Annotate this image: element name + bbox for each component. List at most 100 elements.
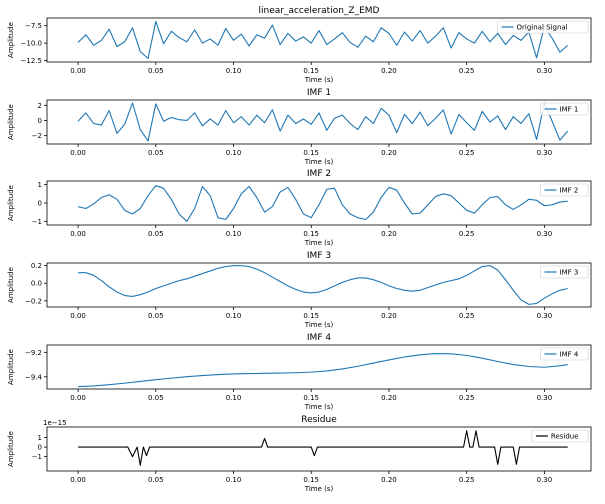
y-axis-label: Amplitude bbox=[7, 267, 15, 303]
panel-6: Residue 0.00 0.05 0.10 0.15 0.20 0.25 0.30 −10 11… bbox=[7, 415, 592, 493]
x-tick-label: 0.30 bbox=[537, 476, 553, 484]
x-tick-label: 0.20 bbox=[381, 230, 397, 238]
y-axis-label: Amplitude bbox=[7, 104, 15, 140]
panel-title: IMF 2 bbox=[307, 169, 331, 179]
panel-title: linear_acceleration_Z_EMD bbox=[259, 6, 380, 16]
legend: IMF 4 bbox=[540, 347, 589, 361]
x-tick-label: 0.15 bbox=[303, 67, 319, 75]
legend-box bbox=[540, 102, 589, 116]
axes-frame bbox=[46, 180, 592, 226]
legend: Residue bbox=[531, 429, 589, 443]
y-tick-label: 0 bbox=[38, 117, 42, 125]
series-line bbox=[77, 185, 568, 222]
panel-title: Residue bbox=[301, 415, 337, 425]
y-tick-label: 0.0 bbox=[31, 280, 42, 288]
y-offset-text: 1e−15 bbox=[43, 419, 67, 427]
x-tick-label: 0.25 bbox=[459, 230, 475, 238]
y-tick-label: 0 bbox=[38, 200, 42, 208]
legend: IMF 2 bbox=[540, 183, 589, 197]
y-tick-label: −12.5 bbox=[21, 57, 42, 65]
y-tick-label: −0.2 bbox=[25, 297, 42, 305]
y-tick-label: 1 bbox=[38, 181, 42, 189]
x-tick-label: 0.10 bbox=[226, 149, 242, 157]
x-tick-label: 0.20 bbox=[381, 476, 397, 484]
x-tick-label: 0.15 bbox=[303, 394, 319, 402]
legend-box bbox=[540, 265, 589, 279]
axes-frame bbox=[46, 17, 592, 63]
x-tick-label: 0.15 bbox=[303, 230, 319, 238]
y-tick-label: −9.2 bbox=[25, 349, 42, 357]
legend-box bbox=[497, 20, 589, 34]
x-tick-label: 0.10 bbox=[226, 394, 242, 402]
y-tick-label: 1 bbox=[38, 434, 42, 442]
x-tick-label: 0.15 bbox=[303, 476, 319, 484]
x-tick-label: 0.00 bbox=[70, 476, 86, 484]
x-tick-label: 0.25 bbox=[459, 394, 475, 402]
panel-1: linear_acceleration_Z_EMD 0.00 0.05 0.10 0.1… bbox=[7, 6, 592, 84]
x-tick-label: 0.00 bbox=[70, 149, 86, 157]
x-tick-label: 0.05 bbox=[148, 312, 164, 320]
y-tick-label: −10.0 bbox=[21, 40, 42, 48]
y-tick-label: −1 bbox=[32, 453, 42, 461]
series-line bbox=[78, 353, 568, 388]
x-tick-label: 0.30 bbox=[537, 230, 553, 238]
legend: IMF 3 bbox=[540, 265, 589, 279]
x-tick-label: 0.15 bbox=[303, 312, 319, 320]
x-axis-label: Time (s) bbox=[304, 158, 334, 166]
x-tick-label: 0.25 bbox=[459, 149, 475, 157]
x-tick-label: 0.20 bbox=[381, 394, 397, 402]
x-tick-label: 0.10 bbox=[226, 230, 242, 238]
legend-box bbox=[540, 183, 589, 197]
axes-frame bbox=[46, 344, 592, 390]
legend-label: Residue bbox=[551, 433, 579, 441]
y-tick-label: −9.4 bbox=[25, 373, 43, 381]
x-tick-label: 0.00 bbox=[70, 394, 86, 402]
y-axis-label: Amplitude bbox=[7, 349, 15, 385]
x-tick-label: 0.20 bbox=[381, 67, 397, 75]
y-axis-label: Amplitude bbox=[7, 22, 15, 58]
y-tick-label: −1 bbox=[32, 218, 42, 226]
x-tick-label: 0.20 bbox=[381, 312, 397, 320]
series-line bbox=[78, 430, 568, 466]
x-tick-label: 0.10 bbox=[226, 312, 242, 320]
legend-label: Original Signal bbox=[517, 24, 568, 32]
x-tick-label: 0.05 bbox=[148, 476, 164, 484]
y-tick-label: 0.2 bbox=[31, 262, 42, 270]
legend-label: IMF 1 bbox=[560, 106, 579, 114]
y-tick-label: −7.5 bbox=[25, 22, 42, 30]
panel-4: IMF 3 0.00 0.05 0.10 0.15 0.20 0.25 0.30 −0.2 0.0… bbox=[7, 251, 592, 329]
legend-label: IMF 2 bbox=[560, 187, 579, 195]
x-axis-label: Time (s) bbox=[304, 321, 334, 329]
axes-frame bbox=[46, 426, 592, 472]
y-tick-label: −2 bbox=[32, 132, 42, 140]
panel-5: IMF 4 0.00 0.05 0.10 0.15 0.20 0.25 0.30 −9.4 −9.… bbox=[7, 333, 592, 411]
x-tick-label: 0.00 bbox=[70, 67, 86, 75]
x-tick-label: 0.05 bbox=[148, 394, 164, 402]
y-tick-label: 2 bbox=[38, 102, 42, 110]
axes-frame bbox=[46, 99, 592, 145]
x-tick-label: 0.20 bbox=[381, 149, 397, 157]
x-tick-label: 0.30 bbox=[537, 312, 553, 320]
y-axis-label: Amplitude bbox=[7, 431, 15, 467]
x-tick-label: 0.10 bbox=[226, 476, 242, 484]
x-axis-label: Time (s) bbox=[304, 239, 334, 247]
x-tick-label: 0.05 bbox=[148, 230, 164, 238]
y-tick-label: 0 bbox=[38, 444, 42, 452]
x-tick-label: 0.25 bbox=[459, 312, 475, 320]
axes-frame bbox=[46, 262, 592, 308]
x-axis-label: Time (s) bbox=[304, 76, 334, 84]
x-axis-label: Time (s) bbox=[304, 485, 334, 493]
x-tick-label: 0.25 bbox=[459, 67, 475, 75]
panel-title: IMF 3 bbox=[307, 251, 331, 261]
x-tick-label: 0.15 bbox=[303, 149, 319, 157]
x-tick-label: 0.05 bbox=[148, 67, 164, 75]
x-tick-label: 0.10 bbox=[226, 67, 242, 75]
x-tick-label: 0.00 bbox=[70, 312, 86, 320]
series-line bbox=[77, 20, 569, 60]
x-tick-label: 0.05 bbox=[148, 149, 164, 157]
x-axis-label: Time (s) bbox=[304, 403, 334, 411]
legend: IMF 1 bbox=[540, 102, 589, 116]
legend-box bbox=[531, 429, 589, 443]
panel-title: IMF 4 bbox=[307, 333, 331, 343]
x-tick-label: 0.30 bbox=[537, 394, 553, 402]
